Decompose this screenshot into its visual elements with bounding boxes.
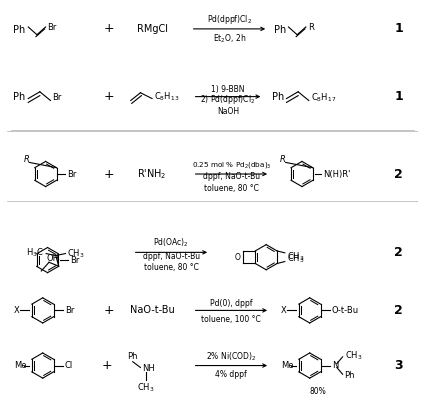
Text: 2) Pd(dppf)Cl$_2$: 2) Pd(dppf)Cl$_2$ <box>200 93 255 106</box>
Text: RMgCl: RMgCl <box>136 24 167 34</box>
Text: 2% Ni(COD)$_2$: 2% Ni(COD)$_2$ <box>206 350 257 363</box>
Text: +: + <box>103 304 114 317</box>
Text: NH: NH <box>142 364 155 373</box>
Text: dppf, NaO-t-Bu: dppf, NaO-t-Bu <box>203 172 260 182</box>
Text: 80%: 80% <box>309 387 326 396</box>
Text: Br: Br <box>52 93 62 102</box>
Text: 1: 1 <box>394 90 403 103</box>
Text: N(H)R': N(H)R' <box>323 170 351 178</box>
Text: C$_8$H$_{13}$: C$_8$H$_{13}$ <box>154 90 179 103</box>
Text: Pd(0), dppf: Pd(0), dppf <box>210 298 252 308</box>
Text: Ph: Ph <box>274 25 286 35</box>
Text: CH$_3$: CH$_3$ <box>68 247 85 260</box>
Text: 1) 9-BBN: 1) 9-BBN <box>211 85 245 94</box>
Text: Pd(OAc)$_2$: Pd(OAc)$_2$ <box>153 237 189 249</box>
Text: CH$_3$: CH$_3$ <box>345 350 362 362</box>
Text: O-t-Bu: O-t-Bu <box>332 306 359 315</box>
Text: toluene, 100 °C: toluene, 100 °C <box>201 315 261 324</box>
Text: Et$_2$O, 2h: Et$_2$O, 2h <box>212 33 246 45</box>
Text: dppf, NaO-t-Bu: dppf, NaO-t-Bu <box>143 252 200 261</box>
Text: N: N <box>332 361 338 370</box>
Text: OH: OH <box>46 254 60 263</box>
Text: +: + <box>103 22 114 36</box>
Text: R: R <box>308 24 314 32</box>
Text: Ph: Ph <box>13 25 26 35</box>
Text: CH$_3$: CH$_3$ <box>137 382 155 395</box>
Text: Ph: Ph <box>345 371 355 380</box>
Text: Br: Br <box>48 24 57 32</box>
Text: Ph: Ph <box>13 92 26 102</box>
Text: Me: Me <box>280 361 293 370</box>
Text: Pd(dppf)Cl$_2$: Pd(dppf)Cl$_2$ <box>207 13 252 26</box>
Text: 0.25 mol % Pd$_2$(dba)$_3$: 0.25 mol % Pd$_2$(dba)$_3$ <box>192 160 271 170</box>
Text: 2: 2 <box>394 168 403 180</box>
Text: Ph: Ph <box>128 352 138 361</box>
Text: +: + <box>103 90 114 103</box>
Text: C$_8$H$_{17}$: C$_8$H$_{17}$ <box>311 91 336 104</box>
Text: Br: Br <box>65 306 74 315</box>
Text: 2: 2 <box>394 246 403 259</box>
Text: X: X <box>280 306 286 315</box>
Text: Br: Br <box>70 256 79 265</box>
Text: 2: 2 <box>394 304 403 317</box>
Text: Cl: Cl <box>65 361 73 370</box>
Text: 3: 3 <box>394 359 403 372</box>
Text: R'NH$_2$: R'NH$_2$ <box>137 167 167 181</box>
Text: R: R <box>280 155 286 164</box>
Text: Br: Br <box>67 170 76 178</box>
Text: R: R <box>23 155 29 164</box>
Text: NaO-t-Bu: NaO-t-Bu <box>130 305 174 315</box>
Text: CH$_3$: CH$_3$ <box>287 250 304 263</box>
Text: NaOH: NaOH <box>217 107 239 116</box>
Text: +: + <box>103 168 114 180</box>
Text: Ph: Ph <box>272 92 284 102</box>
Text: +: + <box>101 359 112 372</box>
Text: H$_3$C: H$_3$C <box>26 246 44 259</box>
Text: O: O <box>235 253 241 262</box>
Text: 1: 1 <box>394 22 403 36</box>
Text: Me: Me <box>14 361 26 370</box>
Text: X: X <box>14 306 20 315</box>
Text: CH$_3$: CH$_3$ <box>287 253 304 265</box>
Text: 4% dppf: 4% dppf <box>215 370 247 379</box>
Text: toluene, 80 °C: toluene, 80 °C <box>204 184 259 193</box>
Text: toluene, 80 °C: toluene, 80 °C <box>144 263 199 272</box>
